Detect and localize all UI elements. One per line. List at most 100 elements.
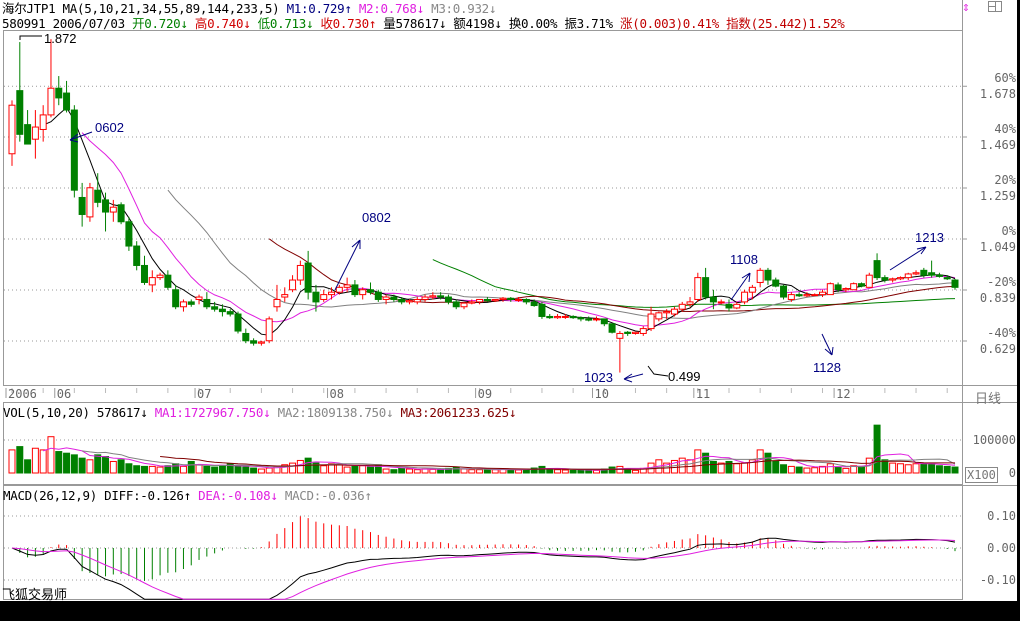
candle-down [920, 269, 928, 276]
candle-down [569, 315, 577, 319]
candle-down [725, 303, 733, 309]
macd-dea-line [11, 539, 956, 600]
volume-bar [826, 463, 834, 474]
candle-up [803, 294, 811, 297]
volume-bar [904, 464, 912, 474]
volume-bar [312, 462, 320, 474]
candle-up [741, 291, 749, 303]
main-panel-border [3, 30, 963, 386]
volume-bar [405, 468, 413, 474]
candle-down [390, 296, 398, 300]
volume-bar [608, 466, 616, 474]
candle-down [172, 289, 180, 308]
month-label: 2006 [8, 387, 37, 401]
candle-up [328, 291, 336, 296]
month-label: 06 [56, 387, 72, 401]
ma-m3: M3:0.932↓ [431, 1, 497, 16]
candle-up [296, 264, 304, 281]
candle-down [55, 87, 63, 99]
candle-down [187, 301, 195, 305]
volume-bar [951, 466, 959, 474]
volume-bar [795, 466, 803, 474]
volume-bar [857, 465, 865, 474]
volume-bar [733, 463, 741, 474]
header-line-1: 海尔JTP1 MA(5,10,21,34,55,89,144,233,5) M1… [2, 2, 496, 16]
candle-up [561, 315, 569, 318]
volume-axis-zero: 0 [1008, 466, 1016, 480]
header-line-2: 580991 2006/07/03 开0.720↓ 高0.740↓ 低0.713… [2, 17, 845, 31]
volume-bar [452, 466, 460, 474]
volume-bar [382, 468, 390, 474]
volume-bar [187, 460, 195, 474]
volume-bar [515, 469, 523, 474]
volume-bar [164, 465, 172, 474]
volume-bar [398, 467, 406, 474]
candle-up [515, 298, 523, 301]
candle-up [257, 341, 265, 344]
volume-bar [47, 436, 55, 474]
volume-bar [117, 459, 125, 474]
candle-up [670, 308, 678, 315]
volume-bar [366, 466, 374, 474]
volume-bar [787, 465, 795, 474]
volume-bar [265, 467, 273, 474]
candle-down [857, 283, 865, 287]
volume-title: VOL(5,10,20) 578617↓ [3, 405, 148, 420]
candle-up [756, 269, 764, 283]
volume-bar [507, 469, 515, 474]
candle-up [850, 283, 858, 291]
price-axis-pct: -20% [987, 274, 1016, 289]
candle-down [780, 285, 788, 298]
volume-bar [343, 466, 351, 474]
volume-bar [55, 451, 63, 474]
volume-bar [109, 460, 117, 474]
candle-up [694, 277, 702, 300]
candle-down [577, 317, 585, 320]
candle-down [600, 318, 608, 325]
volume-bar [102, 456, 110, 474]
candle-down [164, 274, 172, 288]
candle-down [133, 245, 141, 266]
volume-bar [850, 465, 858, 474]
candle-up [39, 114, 47, 130]
volume-bar [16, 446, 24, 474]
candle-up [663, 311, 671, 314]
volume-bar [335, 464, 343, 474]
volume-bar [296, 459, 304, 474]
candle-up [748, 286, 756, 293]
macd-diff: DIFF:-0.126↑ [104, 488, 191, 503]
candle-down [538, 303, 546, 317]
volume-bar [226, 463, 234, 474]
volume-bar [125, 463, 133, 474]
volume-bar [834, 466, 842, 474]
candle-down [94, 189, 102, 203]
candle-down [437, 295, 445, 298]
window-layout-icon[interactable] [988, 1, 1002, 12]
candle-down [140, 264, 148, 283]
candle-up [460, 302, 468, 308]
close-value: 收0.730↑ [320, 16, 377, 31]
volume-bar [328, 463, 336, 474]
period-label[interactable]: 日线 [975, 392, 1002, 407]
candle-up [733, 303, 741, 309]
volume-bar [873, 424, 881, 474]
candle-up [109, 206, 117, 213]
candle-down [452, 301, 460, 308]
pin-icon[interactable]: ⇕ [962, 0, 970, 15]
security-name: 海尔JTP1 [2, 1, 56, 16]
volume-bar [86, 459, 94, 474]
candle-up [686, 301, 694, 305]
volume-bar [725, 460, 733, 474]
volume-bar [94, 454, 102, 474]
volume-bar [530, 467, 538, 474]
candle-down [943, 277, 951, 280]
candle-down [546, 315, 554, 319]
candle-down [834, 284, 842, 291]
footer-brand: 飞狐交易师 [2, 588, 68, 603]
price-axis-pct: 60% [994, 71, 1016, 86]
candle-up [499, 297, 507, 300]
volume-bar [920, 462, 928, 474]
candle-up [842, 288, 850, 291]
arrow-0802-icon [334, 239, 361, 291]
